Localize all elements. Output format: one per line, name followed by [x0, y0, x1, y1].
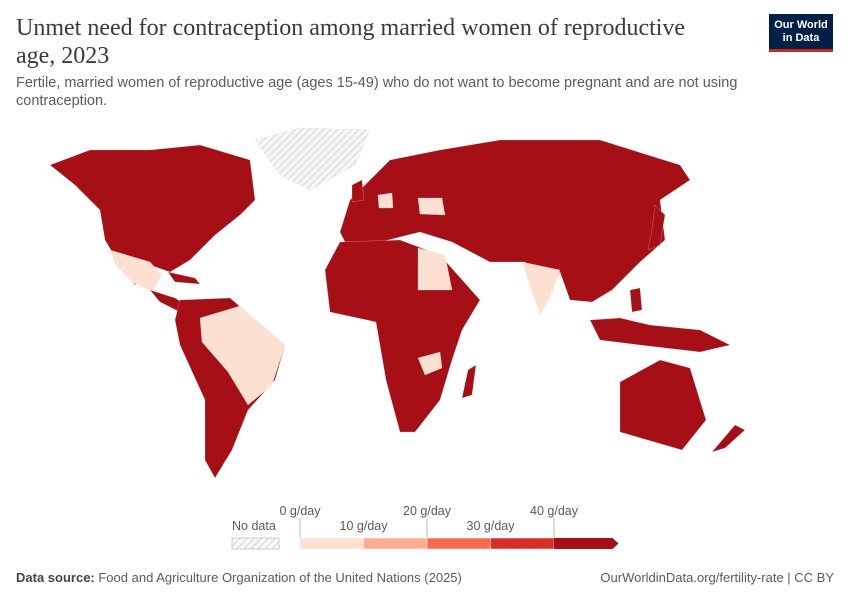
legend-tick-label: 30 g/day [467, 519, 516, 533]
region-africa[interactable] [324, 239, 481, 433]
region-philippines[interactable] [629, 287, 643, 313]
region-japan[interactable] [647, 204, 666, 251]
region-australia[interactable] [619, 359, 707, 451]
region-indonesia[interactable] [589, 317, 731, 353]
legend-bin[interactable] [554, 538, 619, 549]
footer-url[interactable]: OurWorldinData.org/fertility-rate | CC B… [600, 570, 834, 585]
chart-title: Unmet need for contraception among marri… [16, 15, 686, 69]
legend-no-data-swatch [231, 537, 280, 550]
data-source: Data source: Food and Agriculture Organi… [16, 570, 462, 585]
legend-tick-label: 20 g/day [403, 504, 452, 518]
legend-bin[interactable] [299, 537, 364, 550]
legend-bin[interactable] [490, 537, 555, 550]
region-caribbean[interactable] [167, 271, 201, 285]
region-ukraine[interactable] [417, 197, 446, 216]
world-map[interactable] [0, 120, 850, 490]
logo-text: Our World in Data [774, 19, 828, 44]
chart-subtitle: Fertile, married women of reproductive a… [16, 75, 738, 109]
region-north-america[interactable] [49, 144, 256, 286]
region-zambia[interactable] [417, 351, 443, 376]
region-india[interactable] [521, 261, 561, 316]
region-egypt[interactable] [417, 247, 453, 291]
map-legend: No data 0 g/day 10 g/day 20 g/day 30 g/day 4… [231, 504, 619, 550]
legend-tick-label: 0 g/day [279, 504, 321, 518]
legend-bin[interactable] [426, 537, 491, 550]
region-uk[interactable] [351, 179, 365, 203]
legend-tick-label: 40 g/day [530, 504, 579, 518]
legend-tick-label: 10 g/day [340, 519, 389, 533]
region-greenland[interactable] [254, 127, 371, 191]
region-brazil-bolivia[interactable] [199, 305, 286, 406]
region-germany[interactable] [377, 192, 394, 209]
region-eurasia[interactable] [339, 139, 691, 303]
legend-no-data-label: No data [232, 519, 276, 533]
legend-bin[interactable] [363, 537, 428, 550]
region-new-zealand[interactable] [711, 424, 746, 453]
owid-logo[interactable]: Our World in Data [769, 14, 833, 52]
region-madagascar[interactable] [461, 364, 477, 399]
